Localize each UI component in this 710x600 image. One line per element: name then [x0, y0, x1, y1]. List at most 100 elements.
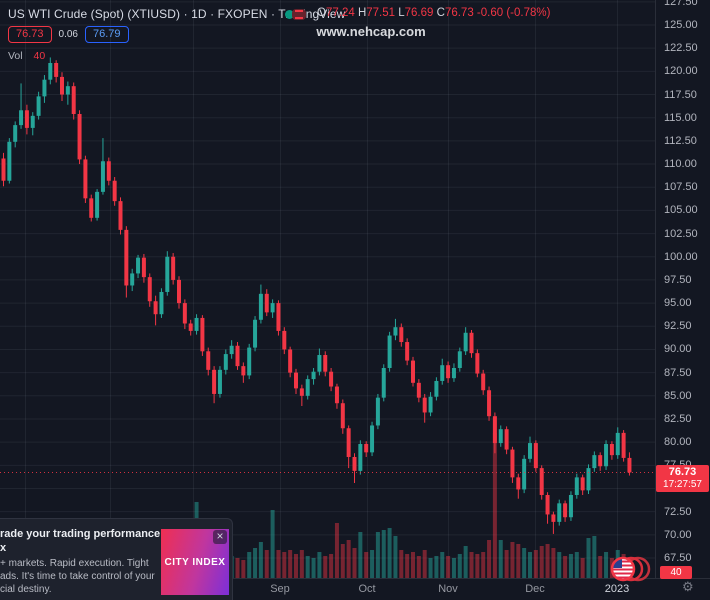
candle-body: [100, 161, 105, 192]
candle-body: [288, 349, 293, 373]
ad-image[interactable]: CITY INDEX ×: [161, 529, 229, 595]
candle-body: [42, 79, 47, 97]
candle-body: [475, 353, 480, 374]
volume-bar: [574, 552, 579, 578]
candle-body: [200, 317, 205, 352]
price-axis-label: 80.00: [664, 436, 692, 449]
symbol-header[interactable]: US WTI Crude (Spot) (XTIUSD) · 1D · FXOP…: [8, 6, 345, 22]
candle-body: [124, 229, 129, 286]
volume-bar: [241, 560, 246, 578]
volume-bar: [346, 540, 351, 578]
time-axis[interactable]: Sep Oct Nov Dec 2023: [0, 578, 710, 600]
candle-body: [194, 317, 199, 331]
volume-bar: [563, 556, 568, 578]
last-price-tag: 76.73 17:27:57: [656, 465, 709, 493]
candle-body: [405, 342, 410, 361]
candle-body: [568, 494, 573, 518]
volume-bar: [498, 540, 503, 578]
volume-bar: [551, 548, 556, 578]
axis-settings-gear-icon[interactable]: ⚙: [682, 579, 694, 594]
time-axis-label: Dec: [525, 583, 545, 595]
candle-body: [539, 468, 544, 495]
volume-bar: [416, 556, 421, 578]
volume-bar: [481, 552, 486, 578]
symbol-title: US WTI Crude (Spot) (XTIUSD) · 1D · FXOP…: [8, 7, 346, 21]
candle-body: [182, 303, 187, 324]
candle-body: [352, 456, 357, 471]
volume-legend: Vol 40: [8, 50, 45, 62]
candle-body: [340, 403, 345, 429]
candle-body: [393, 327, 398, 336]
candle-body: [381, 367, 386, 398]
volume-bar: [405, 554, 410, 578]
candle-body: [282, 330, 287, 350]
volume-bar: [598, 556, 603, 578]
candle-body: [323, 355, 328, 372]
volume-label: Vol: [8, 50, 23, 62]
price-axis[interactable]: 127.50 125.00 122.50 120.00 117.50 115.00 112.…: [655, 0, 710, 578]
volume-bar: [411, 552, 415, 578]
candle-body: [171, 256, 176, 280]
ad-title-line1: rade your trading performance: City: [0, 528, 188, 540]
candle-body: [370, 425, 375, 453]
candle-body: [212, 369, 217, 394]
candle-body: [451, 367, 456, 379]
candle-body: [487, 390, 492, 417]
candle-body: [598, 455, 603, 467]
volume-bar: [393, 536, 398, 578]
candle-body: [253, 319, 258, 348]
candle-body: [592, 455, 597, 469]
volume-bar: [451, 558, 456, 578]
price-axis-label: 122.50: [664, 42, 698, 55]
candle-body: [130, 273, 135, 286]
price-axis-label: 95.00: [664, 297, 692, 310]
candle-body: [446, 365, 451, 379]
spread-value: 0.06: [58, 28, 78, 40]
candle-body: [457, 351, 462, 368]
volume-bar: [247, 552, 252, 578]
candle-body: [95, 191, 100, 218]
watermark-text: www.nehcap.com: [316, 24, 426, 39]
ad-close-button[interactable]: ×: [213, 530, 227, 544]
candle-body: [434, 380, 439, 397]
last-volume-tag: 40: [660, 566, 692, 579]
volume-bar: [463, 546, 468, 578]
volume-bar: [422, 550, 427, 578]
ad-image-text: CITY INDEX: [164, 556, 226, 568]
candle-body: [528, 443, 532, 459]
volume-bar: [364, 552, 369, 578]
price-axis-label: 102.50: [664, 227, 698, 240]
candle-body: [586, 468, 591, 491]
candle-body: [241, 366, 246, 376]
buy-ask-button[interactable]: 76.79: [85, 25, 129, 43]
time-axis-label: Nov: [438, 583, 458, 595]
price-axis-label: 127.50: [664, 0, 698, 8]
candle-body: [311, 371, 316, 380]
volume-bar: [399, 550, 404, 578]
candle-body: [36, 96, 41, 116]
candle-body: [533, 443, 538, 469]
candle-body: [317, 355, 322, 372]
volume-bar: [592, 536, 597, 578]
ad-banner: rade your trading performance: City x + …: [0, 518, 233, 600]
volume-bar: [510, 542, 515, 578]
market-status-toggle[interactable]: [285, 9, 306, 20]
candle-body: [481, 373, 486, 391]
candle-body: [71, 86, 76, 114]
volume-bar: [282, 552, 287, 578]
bar-countdown: 17:27:57: [663, 479, 702, 491]
volume-bar: [381, 530, 386, 578]
candle-body: [229, 345, 234, 355]
volume-bar: [545, 544, 550, 578]
sell-bid-button[interactable]: 76.73: [8, 25, 52, 43]
volume-bar: [469, 552, 474, 578]
volume-bar: [487, 540, 492, 578]
candle-body: [469, 332, 474, 354]
volume-bar: [375, 532, 380, 578]
candle-body: [258, 293, 263, 320]
price-axis-label: 70.00: [664, 528, 692, 541]
candle-body: [399, 327, 404, 343]
us-flag-events-icon[interactable]: [608, 553, 652, 590]
candle-body: [522, 458, 527, 490]
